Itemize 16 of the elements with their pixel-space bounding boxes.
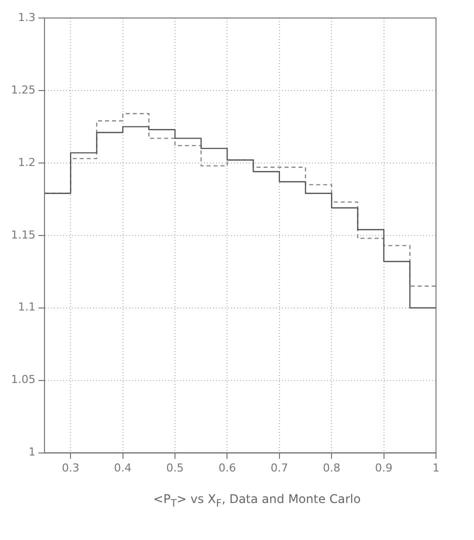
x-tick-label: 0.8 <box>322 461 340 474</box>
y-tick-label: 1 <box>28 446 36 459</box>
x-tick-label: 0.3 <box>62 461 80 474</box>
x-tick-label: 0.4 <box>114 461 132 474</box>
x-tick-label: 0.9 <box>375 461 393 474</box>
y-tick-label: 1.05 <box>10 373 36 386</box>
y-tick-label: 1.3 <box>18 10 36 24</box>
y-tick-label: 1.1 <box>18 300 36 314</box>
x-tick-label: 0.7 <box>270 461 288 474</box>
y-tick-label: 1.2 <box>18 156 36 169</box>
x-tick-label: 0.5 <box>166 461 184 474</box>
x-tick-label: 0.6 <box>218 461 236 474</box>
y-tick-label: 1.25 <box>10 83 36 96</box>
x-axis-title: <P$_{T}$> vs X$_{F}$, Data and Monte Carlo <box>152 492 362 510</box>
y-tick-label: 1.15 <box>10 228 36 242</box>
x-tick-label: 1 <box>432 461 440 474</box>
